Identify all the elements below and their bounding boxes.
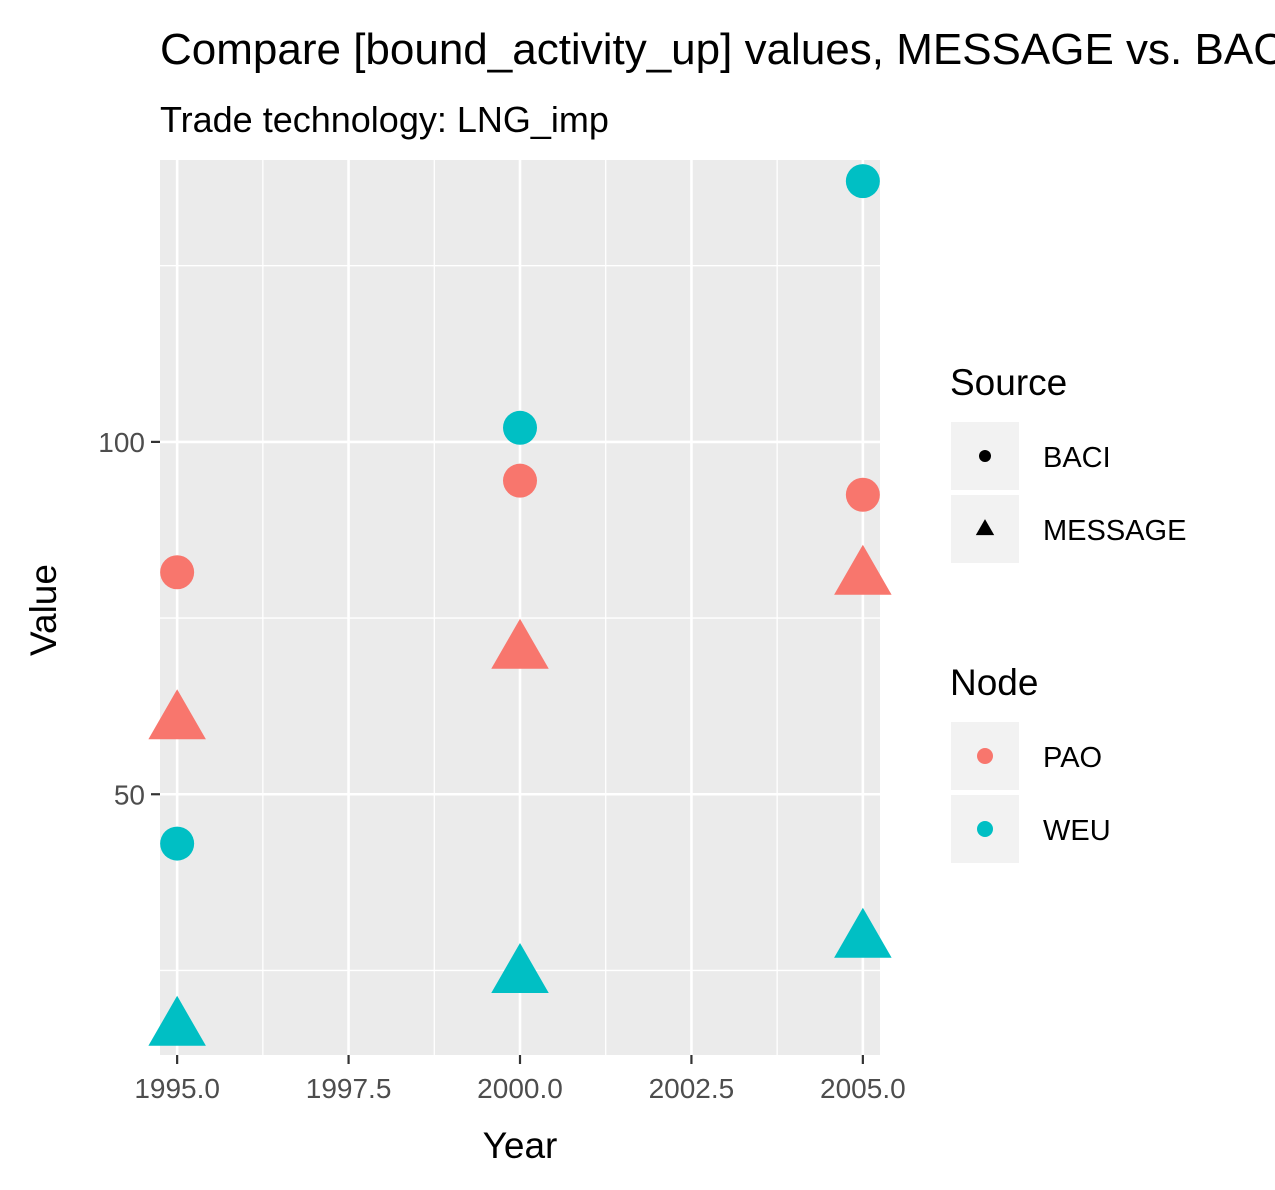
legend-symbol-color <box>977 821 993 837</box>
y-tick-label: 50 <box>114 779 145 810</box>
x-tick-label: 1997.5 <box>306 1073 392 1104</box>
legend-title-node: Node <box>950 662 1038 703</box>
legend-label: PAO <box>1043 742 1102 774</box>
data-point-pao-message <box>834 544 892 595</box>
legend-symbol-circle <box>979 450 991 462</box>
data-point-weu-baci <box>160 826 195 861</box>
y-axis-title: Value <box>23 564 64 656</box>
chart-subtitle: Trade technology: LNG_imp <box>160 99 609 140</box>
data-point-pao-baci <box>160 555 195 590</box>
data-point-weu-message <box>491 942 549 993</box>
x-tick-label: 2005.0 <box>820 1073 906 1104</box>
axes: 1995.0 1997.5 2000.0 2002.5 2005.0 50 100 <box>98 427 905 1104</box>
data-point-weu-message <box>148 995 206 1046</box>
data-point-pao-message <box>148 689 206 740</box>
x-tick-label: 2000.0 <box>477 1073 563 1104</box>
legend-symbol-color <box>977 748 993 764</box>
x-tick-label: 1995.0 <box>134 1073 220 1104</box>
data-point-weu-baci <box>503 410 537 445</box>
y-tick-label: 100 <box>98 427 145 458</box>
data-point-pao-baci <box>845 477 880 512</box>
data-points <box>148 164 892 1046</box>
legend-symbol-triangle <box>975 519 995 536</box>
data-point-weu-baci <box>845 164 880 199</box>
chart-title: Compare [bound_activity_up] values, MESS… <box>160 25 1275 74</box>
data-point-weu-message <box>834 907 892 958</box>
legend-label: BACI <box>1043 442 1111 474</box>
legend-label: MESSAGE <box>1043 515 1186 547</box>
data-point-pao-baci <box>503 463 537 498</box>
data-point-pao-message <box>491 618 549 669</box>
x-tick-label: 2002.5 <box>649 1073 735 1104</box>
legend-title-source: Source <box>950 362 1067 403</box>
legend-label: WEU <box>1043 815 1111 847</box>
x-axis-title: Year <box>483 1125 558 1166</box>
legend: Source BACI MESSAGE Node PAO WEU <box>950 362 1186 863</box>
